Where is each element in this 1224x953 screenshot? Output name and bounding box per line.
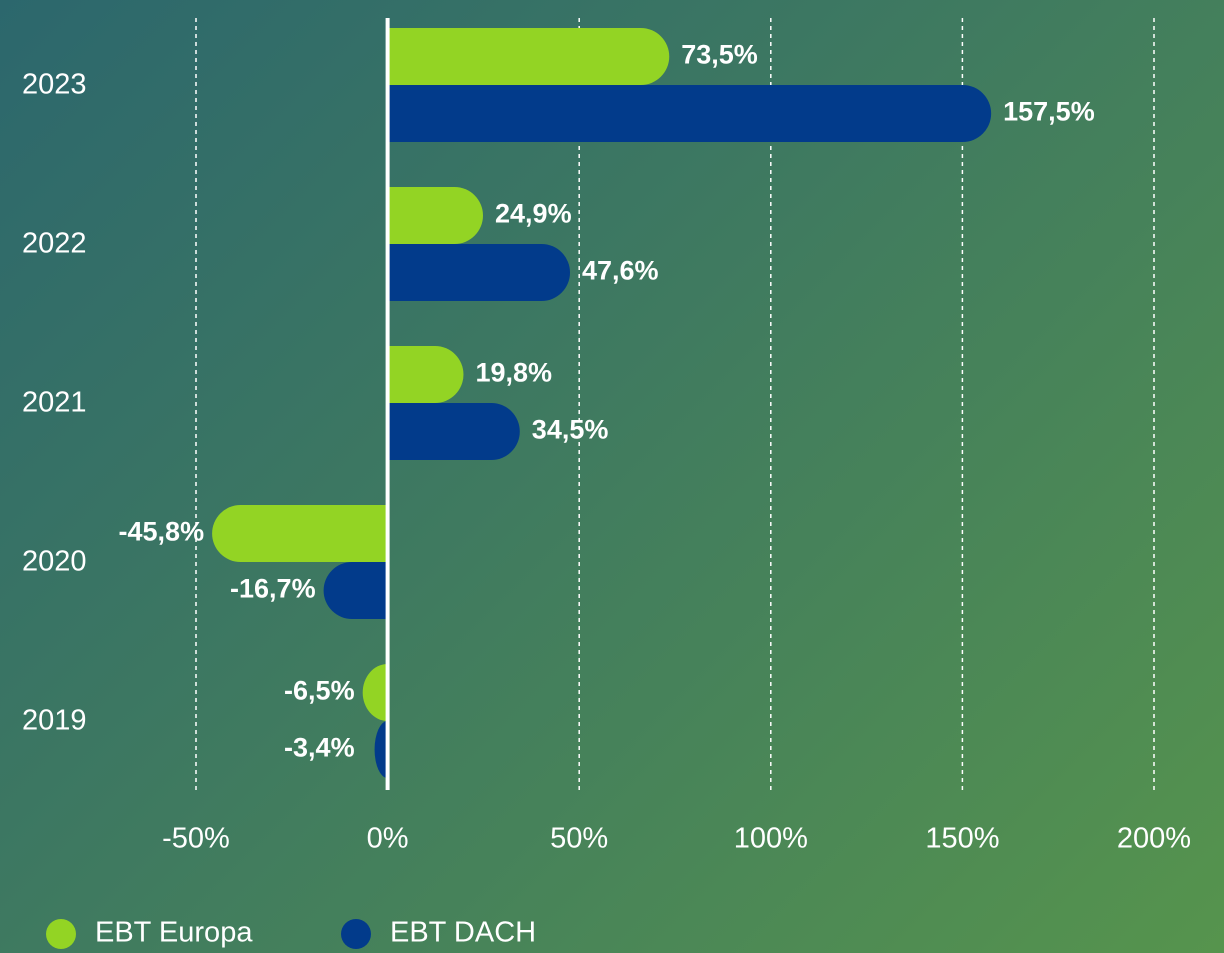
value-label: -6,5% [284, 676, 355, 706]
value-label: 157,5% [1003, 97, 1095, 127]
value-label: 73,5% [681, 40, 758, 70]
bar [387, 28, 670, 85]
bar [387, 346, 464, 403]
bar [212, 505, 388, 562]
x-tick-label: 100% [734, 823, 808, 855]
x-tick-label: 200% [1117, 823, 1191, 855]
y-tick-label: 2023 [22, 69, 87, 101]
y-tick-label: 2022 [22, 228, 87, 260]
y-tick-label: 2020 [22, 546, 87, 578]
y-tick-label: 2021 [22, 387, 87, 419]
x-tick-label: -50% [162, 823, 230, 855]
value-label: -45,8% [119, 517, 205, 547]
bar [374, 721, 388, 778]
bar [387, 244, 571, 301]
x-tick-label: 150% [925, 823, 999, 855]
value-label: -16,7% [230, 574, 316, 604]
bar [362, 664, 388, 721]
bar [387, 403, 520, 460]
x-tick-label: 50% [550, 823, 608, 855]
x-tick-label: 0% [367, 823, 409, 855]
legend-label: EBT DACH [390, 917, 536, 949]
bar [387, 187, 483, 244]
legend-label: EBT Europa [95, 917, 253, 949]
bar [323, 562, 388, 619]
legend-marker [46, 919, 76, 949]
value-label: 19,8% [475, 358, 552, 388]
value-label: 47,6% [582, 256, 659, 286]
value-label: 34,5% [532, 415, 609, 445]
bar [387, 85, 992, 142]
legend-marker [341, 919, 371, 949]
value-label: -3,4% [284, 733, 355, 763]
value-label: 24,9% [495, 199, 572, 229]
y-tick-label: 2019 [22, 705, 87, 737]
